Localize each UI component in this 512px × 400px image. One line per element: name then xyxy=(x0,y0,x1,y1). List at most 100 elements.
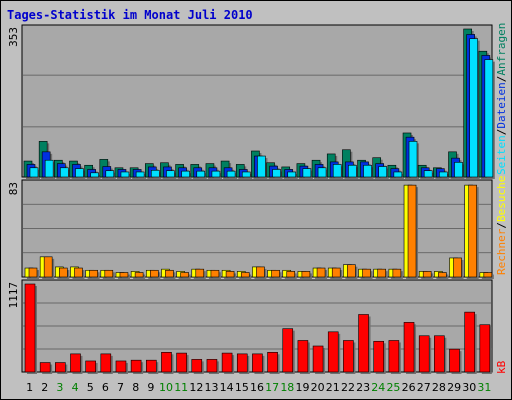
bar-rechner-day-17 xyxy=(271,269,280,278)
bar-kb-day-20 xyxy=(312,345,324,373)
bar-rechner-day-21 xyxy=(331,267,341,278)
bar-kb-day-23 xyxy=(358,314,369,373)
bar-rechner-day-29 xyxy=(453,257,462,278)
x-tick-label-day-31: 31 xyxy=(477,381,491,394)
bar-seiten-day-8 xyxy=(135,171,145,178)
legend-separator: / xyxy=(495,222,508,229)
bar-seiten-day-11 xyxy=(181,170,190,178)
x-tick-label-day-11: 11 xyxy=(174,381,188,394)
bar-seiten-day-20 xyxy=(317,167,327,178)
x-tick-label-day-10: 10 xyxy=(159,381,173,394)
bar-seiten-day-22 xyxy=(348,164,357,178)
legend-kb: kB xyxy=(495,360,508,374)
legend-anfragen: Anfragen xyxy=(495,23,508,76)
bar-kb-day-5 xyxy=(85,360,96,373)
bar-kb-day-16 xyxy=(252,353,263,373)
x-tick-label-day-30: 30 xyxy=(462,381,476,394)
x-tick-label-day-4: 4 xyxy=(72,381,79,394)
bar-kb-day-10 xyxy=(161,352,172,373)
bar-seiten-day-12 xyxy=(196,170,206,178)
bar-seiten-day-23 xyxy=(363,164,372,178)
bar-seiten-day-19 xyxy=(302,168,312,178)
bar-kb-day-4 xyxy=(70,353,81,373)
legend-dateien: Dateien xyxy=(495,82,508,128)
bar-kb-day-1 xyxy=(24,283,36,373)
x-tick-label-day-27: 27 xyxy=(417,381,431,394)
x-tick-label-day-22: 22 xyxy=(341,381,355,394)
legend-rechner: Rechner xyxy=(495,228,508,275)
bar-kb-day-13 xyxy=(206,359,218,373)
bar-seiten-day-14 xyxy=(226,170,236,178)
bar-kb-day-26 xyxy=(403,322,415,373)
bar-rechner-day-3 xyxy=(59,267,68,278)
bar-rechner-day-26 xyxy=(407,184,417,278)
x-tick-label-day-24: 24 xyxy=(371,381,385,394)
x-tick-label-day-1: 1 xyxy=(26,381,33,394)
panel-2-y-max-label: 83 xyxy=(7,182,20,195)
x-tick-label-day-2: 2 xyxy=(41,381,48,394)
bar-rechner-day-30 xyxy=(468,184,477,278)
bar-kb-day-12 xyxy=(191,359,203,373)
bar-seiten-day-16 xyxy=(257,155,266,178)
bar-kb-day-30 xyxy=(464,311,475,373)
x-tick-label-day-7: 7 xyxy=(117,381,124,394)
bar-kb-day-25 xyxy=(388,340,400,373)
bar-kb-day-24 xyxy=(373,340,385,373)
bar-kb-day-8 xyxy=(130,359,142,373)
bar-kb-day-27 xyxy=(418,335,430,373)
bar-seiten-day-9 xyxy=(150,169,160,178)
bar-rechner-day-18 xyxy=(286,271,296,278)
bar-rechner-day-31 xyxy=(483,272,493,278)
bar-kb-day-11 xyxy=(176,352,187,373)
bar-seiten-day-24 xyxy=(378,166,388,178)
x-tick-label-day-13: 13 xyxy=(205,381,219,394)
bar-rechner-day-5 xyxy=(89,269,98,278)
bar-kb-day-3 xyxy=(55,362,66,373)
bar-rechner-day-7 xyxy=(119,272,129,278)
legend-separator: / xyxy=(495,76,508,83)
bar-seiten-day-4 xyxy=(75,168,84,178)
x-tick-label-day-21: 21 xyxy=(326,381,340,394)
bar-rechner-day-25 xyxy=(392,268,402,278)
bar-rechner-day-10 xyxy=(165,269,174,278)
x-tick-label-day-15: 15 xyxy=(235,381,249,394)
bar-rechner-day-13 xyxy=(210,269,220,278)
x-tick-label-day-25: 25 xyxy=(386,381,400,394)
bar-rechner-day-28 xyxy=(438,272,447,278)
bar-rechner-day-24 xyxy=(377,268,387,278)
bar-kb-day-14 xyxy=(221,352,233,373)
bar-seiten-day-10 xyxy=(166,170,175,178)
bar-kb-day-18 xyxy=(282,328,294,373)
bar-rechner-day-20 xyxy=(316,267,326,278)
bar-rechner-day-16 xyxy=(256,266,265,278)
panel-3-y-max-label: 1117 xyxy=(7,282,20,309)
bar-seiten-day-26 xyxy=(408,141,418,178)
bar-rechner-day-9 xyxy=(149,269,159,278)
panel-3-legend: kB xyxy=(495,360,508,374)
x-tick-label-day-28: 28 xyxy=(432,381,446,394)
x-tick-label-day-17: 17 xyxy=(265,381,279,394)
bar-seiten-day-29 xyxy=(454,162,463,178)
bar-rechner-day-22 xyxy=(347,264,356,278)
x-tick-label-day-14: 14 xyxy=(220,381,234,394)
bar-kb-day-21 xyxy=(327,331,339,373)
bar-kb-day-15 xyxy=(236,353,248,373)
bar-rechner-day-27 xyxy=(422,271,432,278)
panel-2-legend: Rechner/Besuche xyxy=(495,176,508,275)
x-tick-label-day-6: 6 xyxy=(102,381,109,394)
bar-rechner-day-19 xyxy=(301,271,311,278)
bar-kb-day-28 xyxy=(434,335,445,373)
bar-rechner-day-2 xyxy=(43,256,53,278)
legend-separator: / xyxy=(495,129,508,136)
bar-seiten-day-17 xyxy=(272,169,281,178)
x-tick-label-day-12: 12 xyxy=(189,381,203,394)
x-tick-label-day-3: 3 xyxy=(56,381,63,394)
legend-besuche: Besuche xyxy=(495,176,508,222)
bar-kb-day-31 xyxy=(479,324,491,373)
bar-kb-day-22 xyxy=(343,340,354,373)
x-tick-label-day-9: 9 xyxy=(147,381,154,394)
bar-rechner-day-6 xyxy=(104,269,114,278)
bar-seiten-day-30 xyxy=(469,38,478,178)
bar-seiten-day-6 xyxy=(105,170,115,178)
bar-rechner-day-8 xyxy=(134,272,144,278)
